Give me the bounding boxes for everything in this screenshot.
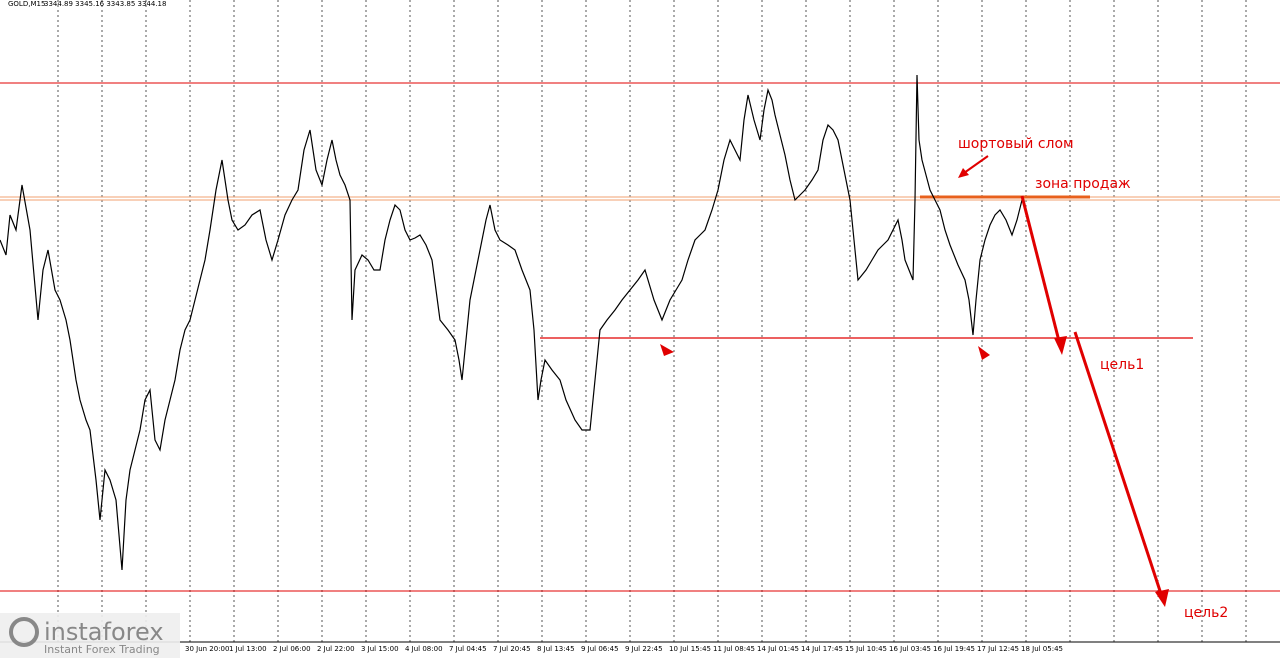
time-label: 10 Jul 15:45: [669, 645, 711, 653]
time-label: 9 Jul 22:45: [625, 645, 663, 653]
time-label: 7 Jul 20:45: [493, 645, 531, 653]
symbol: GOLD,M15: [8, 0, 45, 8]
ohlc: 3344.89 3345.16 3343.85 3344.18: [44, 0, 166, 8]
annotation: зона продаж: [1035, 176, 1131, 192]
time-label: 1 Jul 13:00: [229, 645, 267, 653]
time-label: 16 Jul 03:45: [889, 645, 931, 653]
time-label: 8 Jul 13:45: [537, 645, 575, 653]
logo-tagline: Instant Forex Trading: [44, 643, 160, 656]
time-label: 14 Jul 17:45: [801, 645, 843, 653]
arrows: [660, 155, 1169, 607]
time-label: 16 Jul 19:45: [933, 645, 975, 653]
time-label: 11 Jul 08:45: [713, 645, 755, 653]
annotation: шортовый слом: [958, 136, 1074, 152]
grid: [57, 0, 1247, 642]
time-label: 30 Jun 20:00: [185, 645, 229, 653]
logo-icon: [9, 617, 39, 647]
price-trace: [0, 74, 1023, 571]
time-label: 4 Jul 08:00: [405, 645, 443, 653]
logo-brand: instaforex: [44, 618, 164, 646]
time-label: 18 Jul 05:45: [1021, 645, 1063, 653]
time-label: 9 Jul 06:45: [581, 645, 619, 653]
time-label: 3 Jul 15:00: [361, 645, 399, 653]
annotation: цель1: [1100, 357, 1144, 373]
time-label: 7 Jul 04:45: [449, 645, 487, 653]
time-label: 15 Jul 10:45: [845, 645, 887, 653]
annotation: цель2: [1184, 605, 1228, 621]
time-axis-labels: 30 Jun 20:00 1 Jul 13:00 2 Jul 06:00 2 Jul …: [185, 645, 1063, 653]
time-label: 17 Jul 12:45: [977, 645, 1019, 653]
time-label: 14 Jul 01:45: [757, 645, 799, 653]
time-label: 2 Jul 22:00: [317, 645, 355, 653]
time-label: 2 Jul 06:00: [273, 645, 311, 653]
